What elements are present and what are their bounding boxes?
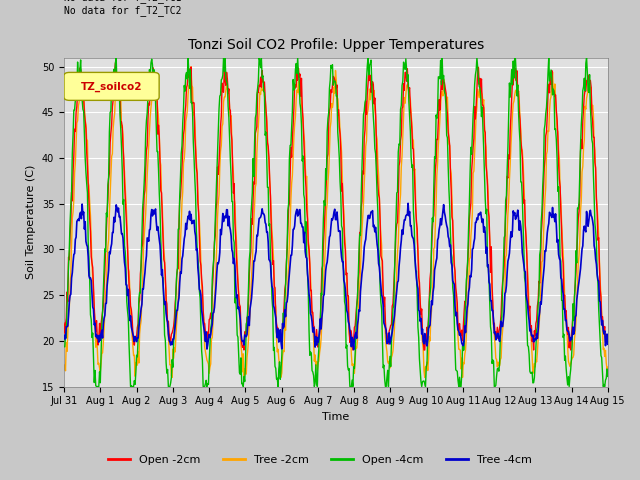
Text: No data for f_T2_TC1
No data for f_T2_TC2: No data for f_T2_TC1 No data for f_T2_TC… bbox=[64, 0, 182, 16]
X-axis label: Time: Time bbox=[323, 412, 349, 422]
Text: TZ_soilco2: TZ_soilco2 bbox=[81, 81, 142, 92]
Title: Tonzi Soil CO2 Profile: Upper Temperatures: Tonzi Soil CO2 Profile: Upper Temperatur… bbox=[188, 38, 484, 52]
FancyBboxPatch shape bbox=[64, 72, 159, 100]
Legend: Open -2cm, Tree -2cm, Open -4cm, Tree -4cm: Open -2cm, Tree -2cm, Open -4cm, Tree -4… bbox=[104, 451, 536, 469]
Y-axis label: Soil Temperature (C): Soil Temperature (C) bbox=[26, 165, 36, 279]
